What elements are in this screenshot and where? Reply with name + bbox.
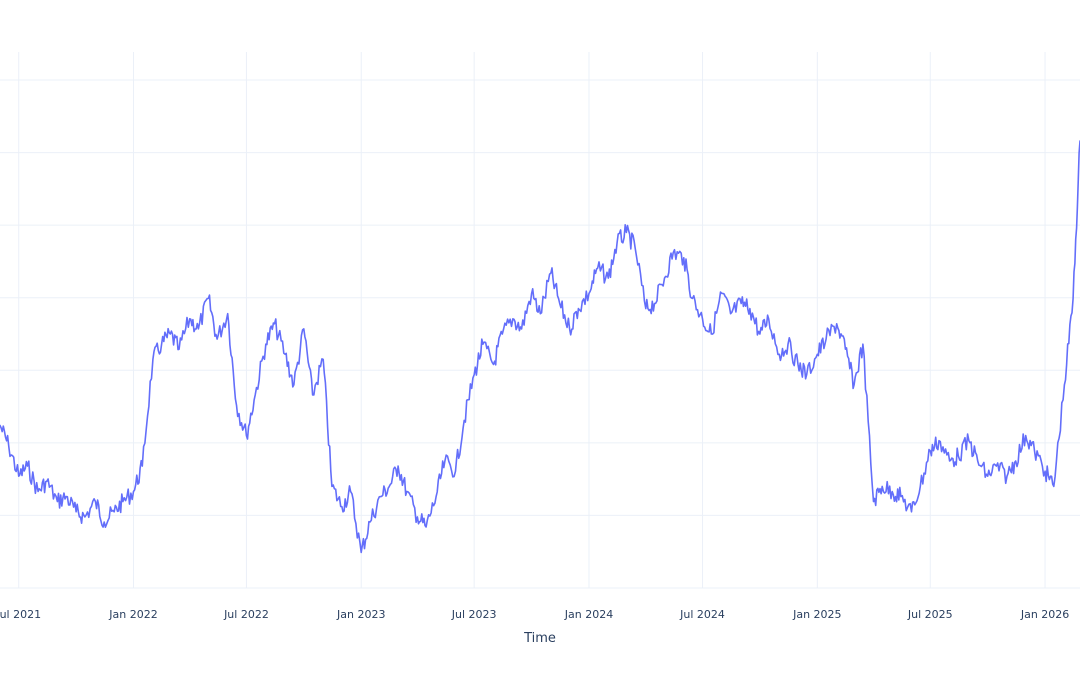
series-line: [0, 140, 1080, 554]
horizontal-gridlines: [0, 79, 1080, 589]
x-tick-label: Jul 2025: [907, 608, 953, 621]
x-tick-label: Jul 2023: [451, 608, 497, 621]
vertical-gridlines: [18, 52, 1046, 588]
x-tick-label: Jan 2023: [336, 608, 385, 621]
x-tick-label: Jul 2021: [0, 608, 41, 621]
x-tick-label: Jan 2024: [564, 608, 613, 621]
x-axis-title: Time: [523, 631, 556, 646]
x-tick-label: Jan 2025: [792, 608, 841, 621]
x-tick-label: Jul 2024: [679, 608, 725, 621]
x-tick-label: Jul 2022: [223, 608, 269, 621]
x-axis-tick-labels: Jul 2021 Jan 2022 Jul 2022 Jan 2023 Jul 2023…: [0, 608, 1069, 621]
x-tick-label: Jan 2026: [1020, 608, 1069, 621]
x-tick-label: Jan 2022: [108, 608, 157, 621]
series-layer: [0, 140, 1080, 554]
